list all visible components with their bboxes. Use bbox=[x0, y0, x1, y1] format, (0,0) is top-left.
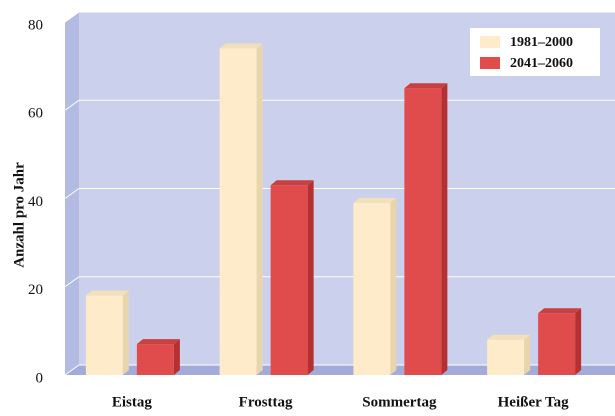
y-tick-label: 0 bbox=[36, 370, 44, 386]
bar-top bbox=[487, 334, 531, 340]
bar-side bbox=[575, 308, 582, 375]
bar bbox=[487, 339, 525, 375]
bar-side bbox=[441, 83, 448, 375]
y-tick-label: 60 bbox=[28, 106, 43, 122]
bar-top bbox=[85, 290, 129, 296]
bar-side bbox=[524, 334, 531, 375]
bar bbox=[538, 313, 576, 375]
bar-top bbox=[270, 180, 314, 186]
grid-line-side bbox=[64, 276, 80, 288]
legend-swatch bbox=[480, 36, 500, 48]
bar bbox=[136, 344, 174, 375]
y-tick-label: 40 bbox=[28, 194, 43, 210]
bar-top bbox=[353, 197, 397, 203]
x-tick-label: Frosttag bbox=[239, 394, 293, 410]
bar-top bbox=[219, 43, 263, 49]
bar-side bbox=[256, 43, 263, 375]
y-axis-label: Anzahl pro Jahr bbox=[11, 162, 27, 268]
bar-side bbox=[173, 339, 180, 375]
legend-swatch bbox=[480, 57, 500, 69]
bar bbox=[353, 202, 391, 375]
grid-line-side bbox=[64, 11, 80, 23]
legend-label: 1981–2000 bbox=[510, 35, 573, 50]
bar-side bbox=[307, 180, 314, 375]
bar-side bbox=[390, 197, 397, 375]
grid-line-side bbox=[64, 364, 80, 376]
grid-line-side bbox=[64, 188, 80, 199]
bar bbox=[270, 185, 308, 375]
y-tick-label: 80 bbox=[28, 17, 43, 33]
x-tick-label: Sommertag bbox=[362, 394, 437, 410]
bar-top bbox=[136, 339, 180, 345]
bar bbox=[219, 48, 257, 375]
bar bbox=[404, 88, 442, 375]
y-tick-label: 20 bbox=[28, 282, 43, 298]
grid-line-side bbox=[64, 99, 80, 111]
bar-side bbox=[122, 290, 129, 375]
floor bbox=[65, 365, 615, 375]
bar-top bbox=[404, 83, 448, 89]
bar-top bbox=[538, 308, 582, 314]
bar bbox=[85, 295, 123, 375]
legend-label: 2041–2060 bbox=[510, 56, 573, 71]
x-tick-label: Eistag bbox=[112, 394, 153, 410]
x-tick-label: Heißer Tag bbox=[498, 394, 569, 410]
